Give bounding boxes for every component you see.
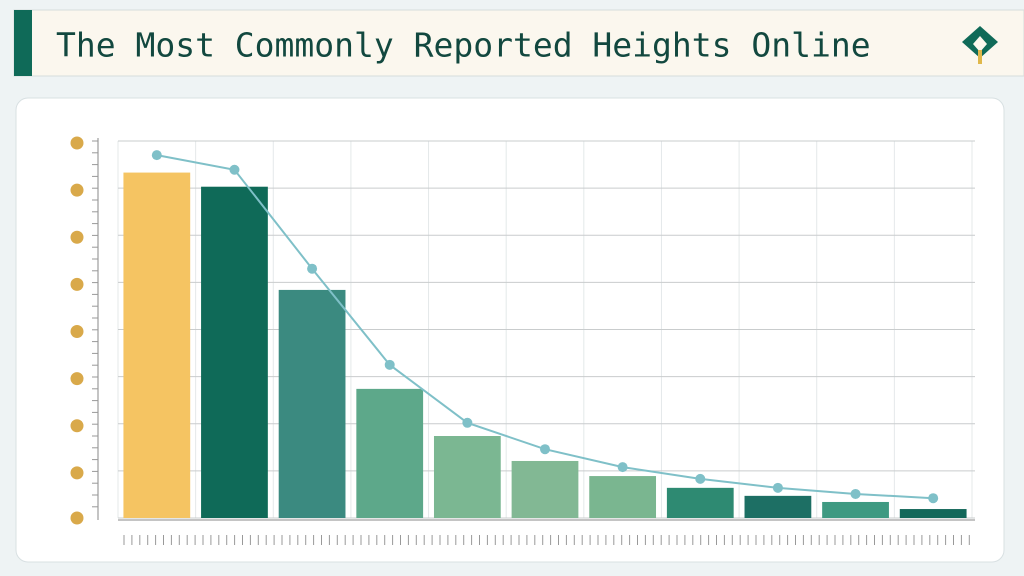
bar [356, 388, 424, 518]
y-tick-dot [70, 277, 84, 291]
bar [589, 476, 657, 518]
line-point [151, 150, 162, 161]
line-point [307, 263, 318, 274]
line-point [617, 462, 628, 473]
header-stripe [14, 10, 32, 76]
header-banner [13, 9, 1024, 77]
bar [201, 186, 268, 518]
minor-ticks [92, 140, 970, 545]
bar [433, 436, 501, 518]
chart-title: The Most Commonly Reported Heights Onlin… [56, 26, 871, 65]
bar [278, 289, 346, 518]
line-point [695, 473, 706, 484]
line-point [928, 493, 939, 504]
bar [511, 460, 579, 518]
y-tick-dot [70, 372, 84, 386]
line-point [462, 417, 473, 428]
line-point [229, 164, 240, 175]
y-tick-dot [70, 183, 84, 197]
y-tick-dot [70, 230, 84, 244]
y-tick-dot [70, 419, 84, 433]
line-point [772, 482, 783, 493]
bar [899, 509, 967, 518]
line-point [850, 488, 861, 499]
bar [744, 495, 812, 518]
bar [123, 172, 191, 519]
bar [666, 487, 734, 518]
y-tick-dot [70, 136, 84, 150]
logo-icon [962, 26, 998, 64]
y-tick-dot [70, 511, 84, 525]
line-point [540, 444, 550, 455]
bar [822, 501, 889, 518]
line-point [384, 359, 395, 370]
y-tick-dot [70, 466, 84, 480]
y-tick-dot [70, 325, 84, 338]
